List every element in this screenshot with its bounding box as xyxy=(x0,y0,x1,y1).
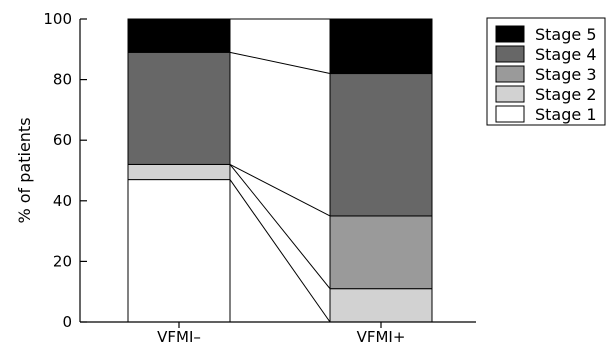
y-axis-title: % of patients xyxy=(15,117,34,223)
bars xyxy=(127,18,433,323)
y-tick-label: 60 xyxy=(53,131,72,149)
legend-swatch xyxy=(495,85,525,103)
connector-line xyxy=(229,163,331,217)
legend-label: Stage 5 xyxy=(535,25,597,44)
x-tick-label: VFMI– xyxy=(157,328,201,345)
y-tick-label: 40 xyxy=(53,192,72,210)
x-tick-label: VFMI+ xyxy=(357,328,406,345)
axes: 0 20 40 60 80 100 VFMI– VFMI+ % of patients xyxy=(15,10,476,345)
legend-label: Stage 2 xyxy=(535,85,597,104)
y-tick-label: 100 xyxy=(43,10,72,28)
legend-swatch xyxy=(495,25,525,43)
bar-segment-VFMI-stage-2 xyxy=(329,288,433,323)
connector-line xyxy=(229,164,331,289)
bar-segment-VFMI-stage-3 xyxy=(329,215,433,290)
legend-swatch xyxy=(495,45,525,63)
y-tick-label: 20 xyxy=(53,252,72,270)
y-tick-label: 80 xyxy=(53,71,72,89)
legend-swatch xyxy=(495,65,525,83)
legend-label: Stage 1 xyxy=(535,105,597,124)
bar-segment-VFMI-stage-4 xyxy=(127,51,231,165)
bar-segment-VFMI-stage-2 xyxy=(127,163,231,181)
legend-label: Stage 3 xyxy=(535,65,597,84)
bar-segment-VFMI-stage-4 xyxy=(329,73,433,217)
bar-segment-VFMI-stage-5 xyxy=(127,18,231,53)
legend-swatch xyxy=(495,105,525,123)
legend-label: Stage 4 xyxy=(535,45,597,64)
connector-line xyxy=(229,179,331,323)
y-tick-label: 0 xyxy=(62,313,72,331)
bar-segment-VFMI-stage-1 xyxy=(127,179,231,323)
connector-lines xyxy=(229,18,331,323)
bar-segment-VFMI-stage-5 xyxy=(329,18,433,75)
connector-line xyxy=(229,51,331,75)
